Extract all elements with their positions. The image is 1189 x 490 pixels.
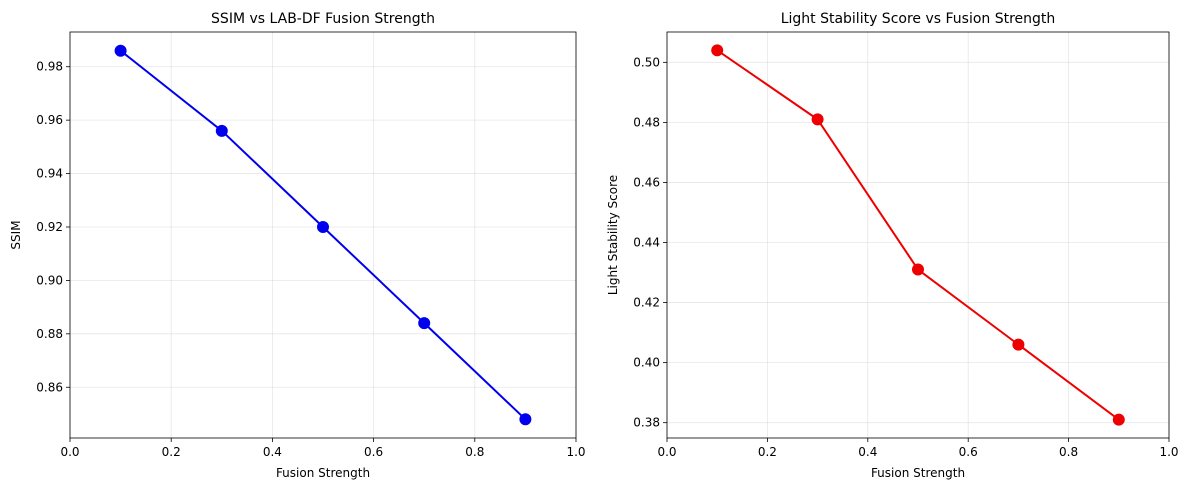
x-tick-label: 1.0 [566,445,585,459]
series-light-stability [711,44,1125,426]
y-axis-label: SSIM [9,220,23,249]
data-point [519,413,532,426]
x-tick-label: 0.0 [60,445,79,459]
x-tick-label: 1.0 [1159,445,1178,459]
x-tick-label: 0.6 [364,445,383,459]
ticks: 0.0 0.2 0.4 0.6 0.8 1.0 0.38 0.40 0.42 0.44 0.46 0.… [633,55,1178,459]
x-tick-label: 0.8 [1059,445,1078,459]
y-tick-label: 0.50 [633,55,660,69]
y-tick-label: 0.88 [36,327,63,341]
data-point [912,263,924,276]
y-tick-label: 0.46 [633,175,660,189]
data-point [114,44,127,57]
series-ssim [114,44,532,426]
chart-title: SSIM vs LAB-DF Fusion Strength [211,11,435,27]
ssim-chart: SSIM vs LAB-DF Fusion Strength Fusion St… [9,11,586,480]
plot-area [69,31,577,439]
x-tick-label: 0.2 [758,445,777,459]
y-tick-label: 0.44 [633,236,660,250]
y-tick-label: 0.48 [633,115,660,129]
chart-title: Light Stability Score vs Fusion Strength [781,11,1056,27]
y-tick-label: 0.94 [36,167,63,181]
x-tick-label: 0.0 [657,445,676,459]
x-axis-label: Fusion Strength [276,466,370,480]
data-point [317,220,329,233]
y-tick-label: 0.98 [36,60,63,74]
y-tick-label: 0.96 [36,113,63,127]
x-axis-label: Fusion Strength [871,466,965,480]
x-tick-label: 0.6 [959,445,978,459]
data-point [418,317,431,330]
data-point [711,44,724,57]
x-tick-label: 0.2 [162,445,181,459]
y-tick-label: 0.92 [36,220,63,234]
data-point [1012,338,1025,351]
plot-area [666,31,1170,439]
data-point [811,113,824,126]
x-tick-label: 0.8 [465,445,484,459]
x-tick-label: 0.4 [858,445,877,459]
ticks: 0.0 0.2 0.4 0.6 0.8 1.0 0.86 0.88 0.90 0.92 0.94 0.… [36,60,585,459]
data-point [215,124,228,137]
light-stability-chart: Light Stability Score vs Fusion Strength… [606,11,1179,480]
y-tick-label: 0.40 [633,356,660,370]
y-axis-label: Light Stability Score [606,175,620,295]
grid [666,32,1170,438]
data-point [1112,413,1125,426]
y-tick-label: 0.86 [36,380,63,394]
y-tick-label: 0.42 [633,296,660,310]
y-tick-label: 0.38 [633,416,660,430]
y-tick-label: 0.90 [36,273,63,287]
x-tick-label: 0.4 [263,445,282,459]
